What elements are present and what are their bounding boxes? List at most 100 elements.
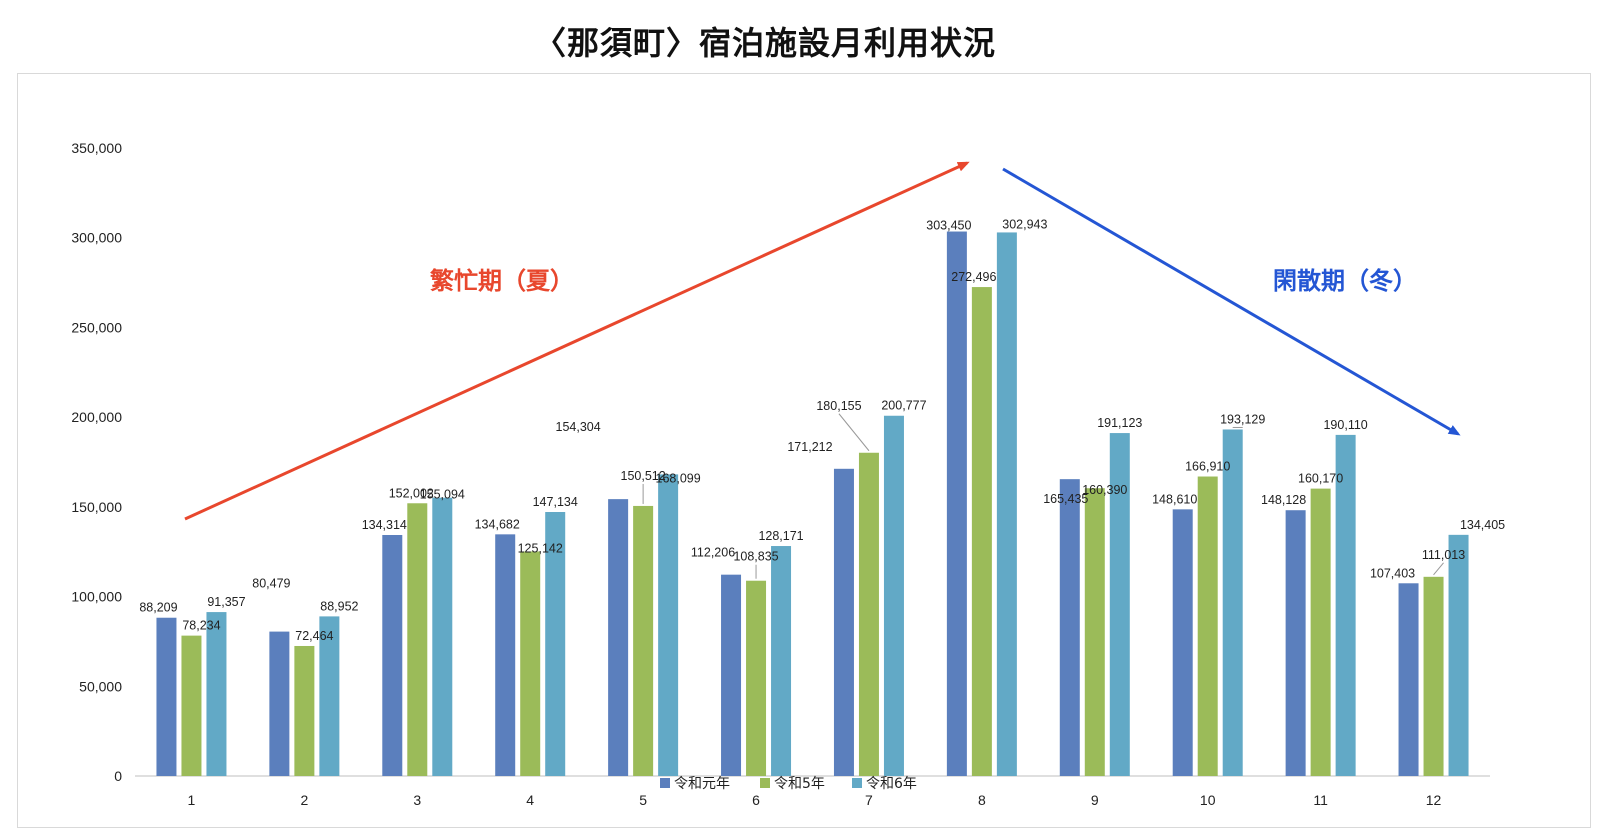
data-label: 78,234 bbox=[182, 619, 220, 633]
data-label: 303,450 bbox=[926, 219, 971, 233]
bar-reiwa6 bbox=[1335, 434, 1356, 776]
x-tick-label: 12 bbox=[1426, 792, 1442, 808]
busy-season-annotation: 繁忙期（夏） bbox=[430, 267, 574, 295]
data-label: 112,206 bbox=[691, 546, 735, 560]
legend-label: 令和元年 bbox=[674, 776, 730, 792]
bar-reiwa5 bbox=[971, 287, 992, 776]
data-label: 80,479 bbox=[252, 577, 290, 591]
off-season-annotation: 閑散期（冬） bbox=[1273, 267, 1417, 295]
data-label: 148,128 bbox=[1261, 493, 1306, 507]
off-season-arrow bbox=[1002, 167, 1461, 436]
data-label: 160,170 bbox=[1298, 472, 1343, 486]
data-label: 72,464 bbox=[295, 629, 333, 643]
y-tick-label: 150,000 bbox=[71, 499, 122, 515]
data-label: 147,134 bbox=[533, 495, 578, 509]
y-tick-label: 250,000 bbox=[71, 319, 122, 335]
data-label-leader bbox=[1433, 562, 1444, 576]
bar-reiwa1 bbox=[833, 468, 854, 776]
bar-reiwa6 bbox=[996, 232, 1017, 776]
bar-reiwa1 bbox=[269, 631, 290, 776]
y-tick-label: 200,000 bbox=[71, 409, 122, 425]
bar-reiwa1 bbox=[721, 574, 742, 776]
bar-reiwa6 bbox=[883, 415, 904, 776]
legend-swatch bbox=[660, 778, 670, 788]
data-label: 160,390 bbox=[1082, 483, 1127, 497]
legend-label: 令和5年 bbox=[774, 776, 825, 792]
data-label: 108,835 bbox=[733, 550, 778, 564]
bar-reiwa5 bbox=[181, 635, 202, 776]
bar-reiwa1 bbox=[495, 534, 516, 776]
bar-reiwa5 bbox=[1423, 576, 1444, 776]
data-label: 180,155 bbox=[816, 399, 861, 413]
bar-reiwa5 bbox=[1084, 488, 1105, 776]
bar-reiwa5 bbox=[858, 452, 879, 776]
legend-swatch bbox=[852, 778, 862, 788]
bar-reiwa6 bbox=[1109, 433, 1130, 776]
data-label: 155,094 bbox=[420, 488, 465, 502]
data-label: 166,910 bbox=[1185, 460, 1230, 474]
data-label-leader bbox=[838, 413, 870, 452]
x-tick-label: 10 bbox=[1200, 792, 1216, 808]
y-tick-label: 50,000 bbox=[79, 678, 122, 694]
x-tick-label: 9 bbox=[1091, 792, 1099, 808]
bar-reiwa1 bbox=[1172, 509, 1193, 776]
bar-reiwa1 bbox=[1398, 583, 1419, 776]
x-tick-label: 7 bbox=[865, 792, 873, 808]
bar-reiwa6 bbox=[1448, 534, 1469, 776]
data-label: 107,403 bbox=[1370, 566, 1415, 580]
data-label: 171,212 bbox=[787, 440, 832, 454]
legend-swatch bbox=[760, 778, 770, 788]
data-label: 125,142 bbox=[518, 541, 563, 555]
data-label: 128,171 bbox=[758, 529, 803, 543]
x-tick-label: 6 bbox=[752, 792, 760, 808]
bar-reiwa6 bbox=[1222, 429, 1243, 776]
data-label: 193,129 bbox=[1220, 412, 1265, 426]
bar-reiwa1 bbox=[1059, 479, 1080, 776]
bar-reiwa5 bbox=[407, 503, 428, 776]
bar-reiwa5 bbox=[520, 551, 541, 776]
x-tick-label: 4 bbox=[526, 792, 534, 808]
bar-reiwa5 bbox=[294, 645, 315, 776]
busy-season-arrow bbox=[184, 161, 970, 521]
data-label: 88,209 bbox=[139, 601, 177, 615]
data-label: 88,952 bbox=[320, 599, 358, 613]
x-tick-label: 3 bbox=[413, 792, 421, 808]
bar-reiwa6 bbox=[771, 546, 792, 776]
bar-reiwa6 bbox=[206, 612, 227, 776]
y-tick-label: 300,000 bbox=[71, 230, 122, 246]
bar-reiwa6 bbox=[545, 511, 566, 776]
bar-reiwa5 bbox=[746, 580, 767, 776]
x-tick-label: 5 bbox=[639, 792, 647, 808]
data-label: 191,123 bbox=[1097, 416, 1142, 430]
bar-reiwa1 bbox=[946, 231, 967, 777]
bar-reiwa1 bbox=[608, 499, 629, 776]
bar-reiwa6 bbox=[658, 474, 679, 776]
bar-reiwa5 bbox=[633, 505, 654, 776]
y-tick-label: 0 bbox=[114, 768, 122, 784]
data-label: 111,013 bbox=[1422, 548, 1465, 562]
data-label: 190,110 bbox=[1323, 418, 1367, 432]
y-tick-label: 350,000 bbox=[71, 140, 122, 156]
data-label: 165,435 bbox=[1043, 492, 1088, 506]
data-label: 134,405 bbox=[1460, 518, 1505, 532]
data-label: 302,943 bbox=[1002, 217, 1047, 231]
data-label: 152,002 bbox=[389, 486, 434, 500]
page-title: 〈那須町〉宿泊施設月利用状況 bbox=[533, 24, 996, 62]
x-tick-label: 8 bbox=[978, 792, 986, 808]
data-label: 148,610 bbox=[1152, 492, 1197, 506]
bar-reiwa1 bbox=[382, 535, 403, 776]
x-tick-label: 2 bbox=[300, 792, 308, 808]
data-label: 91,357 bbox=[207, 595, 245, 609]
x-tick-label: 1 bbox=[188, 792, 196, 808]
bar-reiwa5 bbox=[1197, 476, 1218, 776]
data-label: 168,099 bbox=[656, 471, 701, 485]
chart-frame bbox=[17, 73, 1591, 828]
legend-label: 令和6年 bbox=[866, 776, 917, 792]
data-label: 272,496 bbox=[951, 270, 996, 284]
y-tick-label: 100,000 bbox=[71, 589, 122, 605]
data-label: 134,682 bbox=[475, 517, 520, 531]
bar-reiwa6 bbox=[319, 616, 340, 776]
x-tick-label: 11 bbox=[1313, 792, 1328, 808]
bar-reiwa6 bbox=[432, 497, 453, 776]
